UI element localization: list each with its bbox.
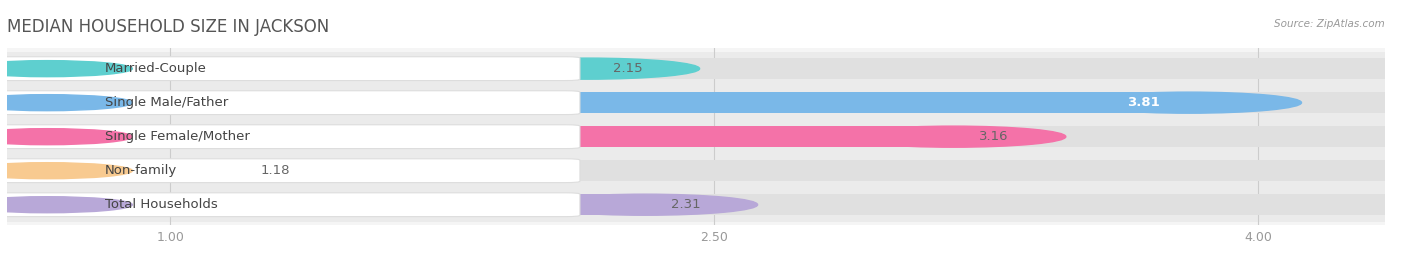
Circle shape	[0, 194, 120, 215]
Circle shape	[841, 126, 1066, 147]
FancyBboxPatch shape	[0, 91, 579, 115]
Bar	[7, 160, 1385, 181]
Text: Single Female/Mother: Single Female/Mother	[105, 130, 250, 143]
Text: Non-family: Non-family	[105, 164, 177, 177]
Circle shape	[0, 129, 132, 145]
Circle shape	[0, 163, 132, 179]
Text: 2.31: 2.31	[671, 198, 700, 211]
Text: MEDIAN HOUSEHOLD SIZE IN JACKSON: MEDIAN HOUSEHOLD SIZE IN JACKSON	[7, 18, 329, 36]
Bar	[7, 120, 1385, 154]
Circle shape	[533, 194, 758, 215]
Circle shape	[1077, 92, 1302, 113]
Bar	[7, 52, 1385, 86]
Bar	[7, 92, 1385, 113]
Bar	[7, 188, 1385, 222]
FancyBboxPatch shape	[0, 159, 579, 183]
Circle shape	[0, 58, 120, 79]
Circle shape	[124, 160, 347, 181]
Bar	[7, 126, 1385, 147]
Circle shape	[0, 197, 132, 213]
Text: Total Households: Total Households	[105, 198, 218, 211]
FancyBboxPatch shape	[0, 193, 579, 217]
Bar	[7, 58, 1385, 79]
Circle shape	[0, 61, 132, 77]
Text: 1.18: 1.18	[262, 164, 291, 177]
Text: Married-Couple: Married-Couple	[105, 62, 207, 75]
Text: 3.16: 3.16	[979, 130, 1008, 143]
Circle shape	[0, 92, 120, 113]
Bar	[7, 92, 1189, 113]
Circle shape	[0, 126, 120, 147]
Bar	[7, 86, 1385, 120]
FancyBboxPatch shape	[0, 57, 579, 81]
Text: Single Male/Father: Single Male/Father	[105, 96, 228, 109]
Bar	[7, 194, 645, 215]
Text: 2.15: 2.15	[613, 62, 643, 75]
Bar	[7, 194, 1385, 215]
FancyBboxPatch shape	[0, 125, 579, 148]
Circle shape	[0, 160, 120, 181]
Text: 3.81: 3.81	[1128, 96, 1160, 109]
Bar	[7, 126, 953, 147]
Circle shape	[0, 95, 132, 111]
Bar	[7, 154, 1385, 188]
Bar	[7, 160, 235, 181]
Bar	[7, 58, 588, 79]
Circle shape	[475, 58, 700, 79]
Text: Source: ZipAtlas.com: Source: ZipAtlas.com	[1274, 19, 1385, 29]
